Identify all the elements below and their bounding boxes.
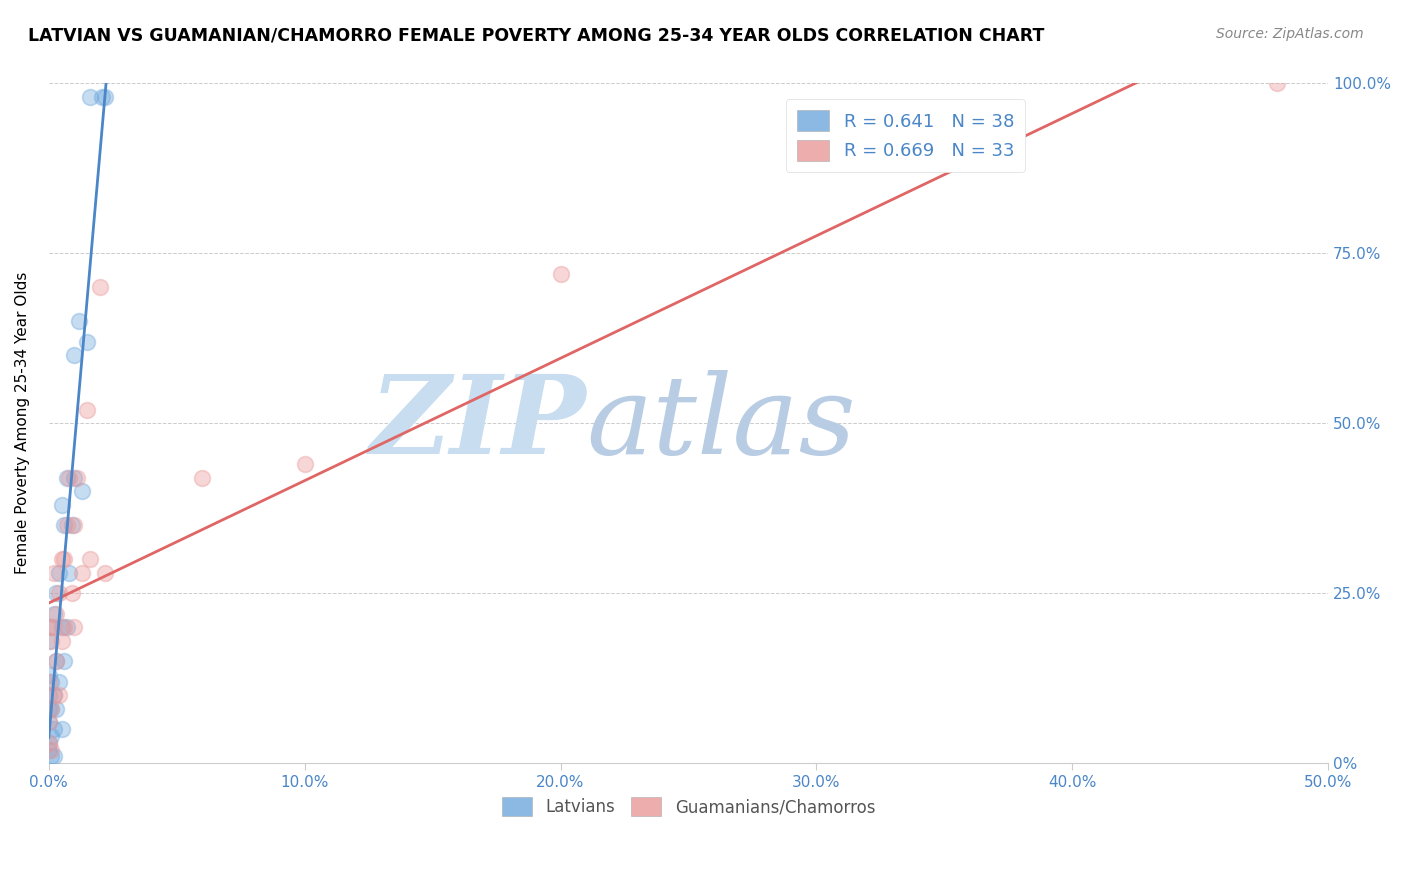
Point — [38, 688, 60, 702]
Point — [51, 722, 73, 736]
Point — [69, 314, 91, 328]
Point — [42, 688, 65, 702]
Point — [42, 688, 65, 702]
Text: ZIP: ZIP — [370, 369, 586, 477]
Point — [58, 566, 80, 580]
Point — [191, 470, 214, 484]
Point — [38, 620, 60, 634]
Point — [94, 566, 117, 580]
Point — [53, 620, 76, 634]
Point — [39, 729, 62, 743]
Point — [55, 620, 77, 634]
Point — [60, 518, 83, 533]
Point — [38, 742, 60, 756]
Point — [42, 749, 65, 764]
Point — [294, 457, 316, 471]
Point — [55, 470, 77, 484]
Point — [63, 470, 86, 484]
Point — [39, 702, 62, 716]
Point — [42, 566, 65, 580]
Point — [53, 654, 76, 668]
Point — [53, 552, 76, 566]
Point — [60, 586, 83, 600]
Point — [55, 518, 77, 533]
Point — [70, 566, 93, 580]
Point — [39, 620, 62, 634]
Point — [39, 702, 62, 716]
Point — [38, 736, 60, 750]
Point — [39, 742, 62, 756]
Point — [48, 674, 70, 689]
Point — [38, 633, 60, 648]
Point — [45, 702, 67, 716]
Point — [51, 633, 73, 648]
Point — [42, 620, 65, 634]
Point — [70, 484, 93, 499]
Point — [89, 280, 111, 294]
Point — [39, 749, 62, 764]
Point — [38, 667, 60, 681]
Point — [79, 552, 101, 566]
Point — [51, 620, 73, 634]
Legend: Latvians, Guamanians/Chamorros: Latvians, Guamanians/Chamorros — [495, 790, 882, 822]
Point — [91, 90, 114, 104]
Point — [58, 470, 80, 484]
Point — [38, 715, 60, 730]
Point — [94, 90, 117, 104]
Point — [42, 722, 65, 736]
Point — [42, 607, 65, 621]
Point — [38, 736, 60, 750]
Point — [48, 566, 70, 580]
Point — [76, 334, 98, 349]
Point — [79, 90, 101, 104]
Text: Source: ZipAtlas.com: Source: ZipAtlas.com — [1216, 27, 1364, 41]
Point — [550, 267, 572, 281]
Point — [1265, 77, 1288, 91]
Point — [45, 654, 67, 668]
Point — [48, 586, 70, 600]
Text: atlas: atlas — [586, 369, 856, 477]
Point — [53, 518, 76, 533]
Y-axis label: Female Poverty Among 25-34 Year Olds: Female Poverty Among 25-34 Year Olds — [15, 272, 30, 574]
Point — [38, 715, 60, 730]
Point — [63, 620, 86, 634]
Point — [48, 688, 70, 702]
Point — [66, 470, 89, 484]
Point — [51, 552, 73, 566]
Text: LATVIAN VS GUAMANIAN/CHAMORRO FEMALE POVERTY AMONG 25-34 YEAR OLDS CORRELATION C: LATVIAN VS GUAMANIAN/CHAMORRO FEMALE POV… — [28, 27, 1045, 45]
Point — [51, 498, 73, 512]
Point — [76, 402, 98, 417]
Point — [39, 633, 62, 648]
Point — [45, 586, 67, 600]
Point — [38, 702, 60, 716]
Point — [38, 674, 60, 689]
Point — [63, 518, 86, 533]
Point — [45, 607, 67, 621]
Point — [63, 348, 86, 362]
Point — [45, 654, 67, 668]
Point — [39, 674, 62, 689]
